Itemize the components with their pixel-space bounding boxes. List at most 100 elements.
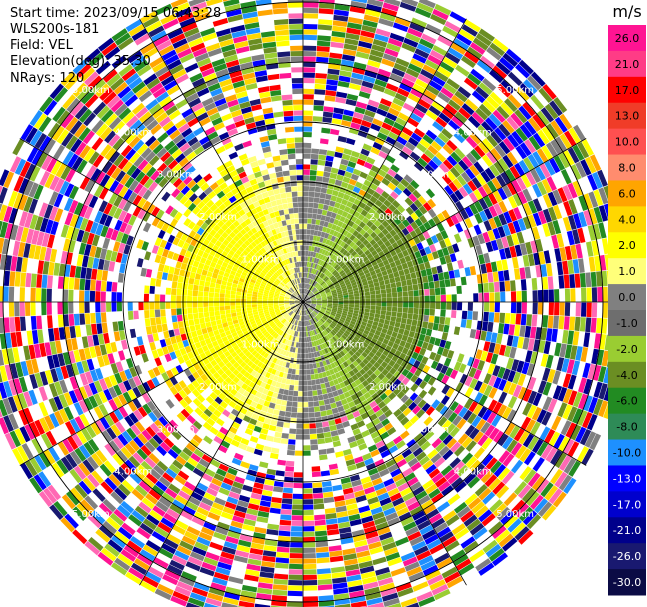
velocity-gate bbox=[303, 88, 315, 95]
velocity-gate bbox=[43, 99, 58, 116]
velocity-gate bbox=[19, 211, 28, 227]
velocity-gate bbox=[39, 96, 54, 113]
velocity-gate bbox=[219, 182, 228, 191]
velocity-gate bbox=[303, 115, 313, 121]
velocity-gate bbox=[371, 249, 378, 257]
velocity-gate bbox=[248, 284, 254, 289]
velocity-gate bbox=[290, 263, 294, 269]
velocity-gate bbox=[295, 302, 301, 304]
velocity-gate bbox=[457, 86, 472, 99]
velocity-gate bbox=[68, 404, 79, 418]
velocity-gate bbox=[128, 347, 136, 358]
velocity-gate bbox=[309, 235, 314, 241]
velocity-gate bbox=[224, 3, 241, 13]
velocity-gate bbox=[298, 278, 300, 284]
velocity-gate bbox=[92, 257, 100, 269]
velocity-gate bbox=[332, 230, 339, 237]
velocity-gate bbox=[468, 226, 477, 238]
velocity-gate bbox=[296, 175, 303, 181]
velocity-gate bbox=[411, 244, 419, 253]
velocity-gate bbox=[66, 97, 81, 113]
velocity-gate bbox=[201, 67, 215, 78]
velocity-gate bbox=[246, 302, 252, 305]
velocity-gate bbox=[348, 248, 355, 255]
velocity-gate bbox=[211, 272, 218, 279]
velocity-gate bbox=[122, 111, 135, 124]
velocity-gate bbox=[402, 127, 414, 137]
velocity-gate bbox=[31, 358, 40, 374]
velocity-gate bbox=[344, 171, 353, 179]
velocity-gate bbox=[236, 231, 244, 239]
velocity-gate bbox=[284, 304, 290, 306]
velocity-gate bbox=[355, 51, 370, 60]
velocity-gate bbox=[276, 263, 281, 269]
velocity-gate bbox=[106, 95, 121, 109]
velocity-gate bbox=[224, 305, 231, 310]
velocity-gate bbox=[310, 296, 316, 299]
velocity-gate bbox=[492, 38, 509, 53]
velocity-gate bbox=[196, 329, 203, 336]
velocity-gate bbox=[182, 256, 190, 265]
velocity-gate bbox=[208, 297, 214, 302]
velocity-gate bbox=[303, 288, 305, 294]
velocity-gate bbox=[527, 186, 538, 200]
velocity-gate bbox=[304, 295, 308, 300]
velocity-gate bbox=[133, 155, 145, 168]
velocity-gate bbox=[100, 225, 109, 238]
velocity-gate bbox=[313, 275, 317, 281]
velocity-gate bbox=[501, 236, 509, 249]
velocity-gate bbox=[151, 349, 159, 359]
velocity-gate bbox=[225, 289, 231, 295]
velocity-gate bbox=[511, 233, 520, 246]
velocity-gate bbox=[4, 153, 17, 171]
velocity-gate bbox=[301, 294, 303, 300]
velocity-gate bbox=[263, 245, 269, 252]
velocity-gate bbox=[39, 246, 47, 261]
velocity-gate bbox=[48, 191, 59, 206]
velocity-gate bbox=[14, 428, 26, 445]
velocity-gate bbox=[203, 264, 210, 271]
velocity-gate bbox=[458, 107, 471, 120]
velocity-gate bbox=[181, 302, 187, 309]
velocity-gate bbox=[554, 289, 560, 302]
velocity-gate bbox=[483, 208, 493, 220]
velocity-gate bbox=[225, 191, 234, 199]
velocity-gate bbox=[284, 265, 289, 271]
velocity-gate bbox=[231, 30, 247, 39]
velocity-gate bbox=[530, 94, 545, 110]
velocity-gate bbox=[35, 288, 42, 302]
velocity-gate bbox=[448, 270, 455, 279]
velocity-gate bbox=[275, 290, 281, 294]
velocity-gate bbox=[261, 281, 267, 286]
velocity-gate bbox=[235, 259, 242, 266]
velocity-gate bbox=[492, 271, 499, 282]
velocity-gate bbox=[523, 157, 535, 171]
velocity-gate bbox=[267, 73, 280, 81]
velocity-gate bbox=[33, 403, 44, 419]
velocity-gate bbox=[138, 284, 145, 294]
velocity-gate bbox=[276, 199, 283, 206]
velocity-gate bbox=[286, 143, 295, 149]
velocity-gate bbox=[330, 195, 338, 202]
velocity-gate bbox=[288, 7, 303, 14]
velocity-gate bbox=[527, 200, 538, 214]
velocity-gate bbox=[146, 166, 157, 178]
velocity-gate bbox=[494, 144, 506, 158]
velocity-gate bbox=[240, 221, 248, 229]
velocity-gate bbox=[15, 256, 23, 272]
velocity-gate bbox=[31, 438, 43, 454]
velocity-gate bbox=[196, 112, 209, 122]
velocity-gate bbox=[110, 341, 118, 353]
velocity-gate bbox=[365, 295, 371, 299]
velocity-gate bbox=[268, 280, 274, 285]
velocity-gate bbox=[469, 42, 486, 55]
velocity-gate bbox=[225, 219, 233, 228]
velocity-gate bbox=[277, 221, 283, 228]
velocity-gate bbox=[362, 75, 376, 84]
velocity-gate bbox=[300, 272, 302, 278]
velocity-gate bbox=[296, 272, 300, 278]
velocity-gate bbox=[207, 150, 218, 159]
velocity-gate bbox=[384, 263, 392, 270]
velocity-gate bbox=[502, 185, 513, 198]
velocity-gate bbox=[113, 396, 123, 409]
